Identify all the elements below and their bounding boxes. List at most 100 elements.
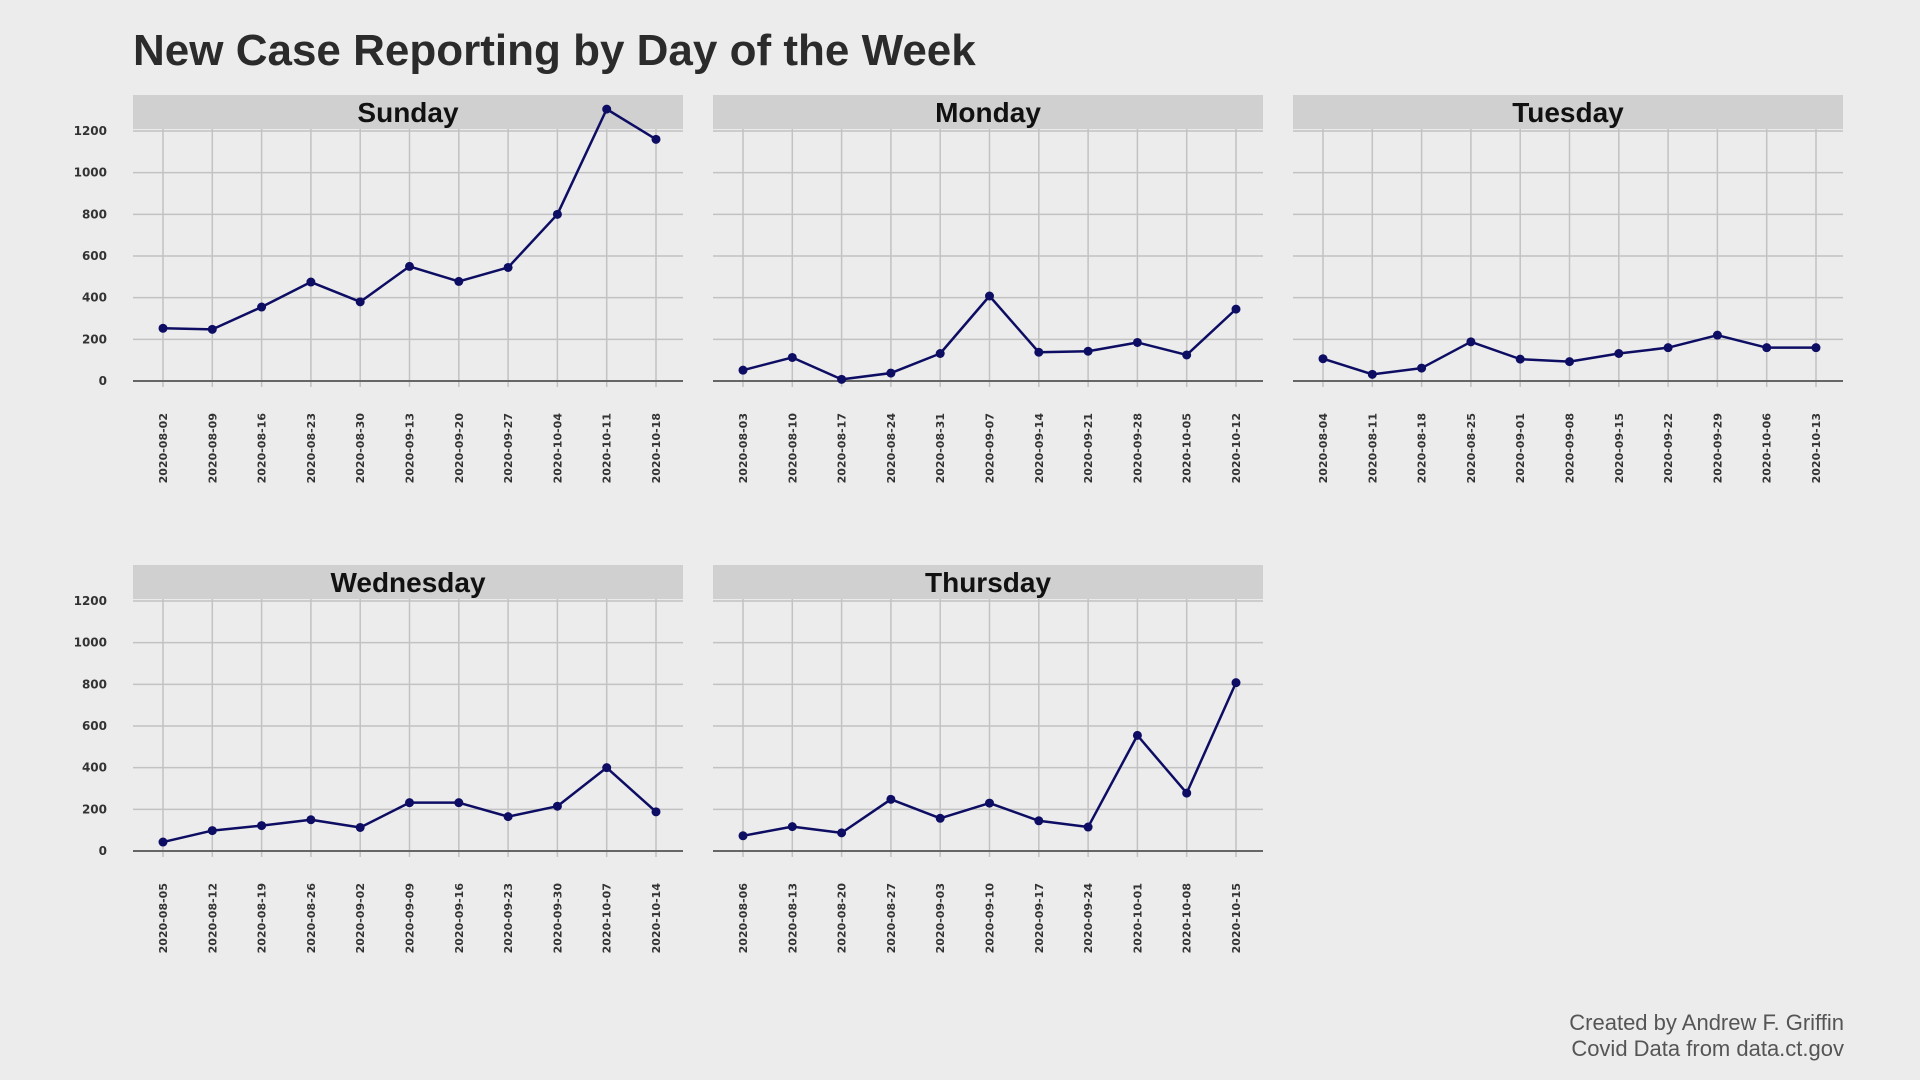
y-tick-label: 1200 — [74, 124, 107, 138]
strip-label-monday: Monday — [935, 97, 1041, 128]
x-tick-label: 2020-08-06 — [737, 883, 750, 954]
data-point — [1083, 346, 1093, 356]
strip-label-tuesday: Tuesday — [1512, 97, 1624, 128]
x-tick-label: 2020-09-29 — [1711, 413, 1724, 483]
data-point — [1182, 350, 1192, 360]
y-tick-label: 200 — [82, 332, 107, 346]
x-tick-label: 2020-09-07 — [984, 413, 997, 483]
page-title: New Case Reporting by Day of the Week — [133, 26, 976, 75]
data-point — [1034, 816, 1044, 826]
data-point — [837, 828, 847, 838]
data-point — [1515, 354, 1525, 364]
x-tick-label: 2020-10-14 — [650, 883, 663, 954]
data-point — [306, 277, 316, 287]
x-tick-label: 2020-10-08 — [1181, 883, 1194, 953]
y-tick-label: 600 — [82, 719, 107, 733]
x-tick-label: 2020-09-22 — [1662, 413, 1675, 483]
x-tick-label: 2020-08-19 — [256, 883, 269, 953]
x-tick-label: 2020-08-05 — [157, 883, 170, 953]
x-tick-label: 2020-08-30 — [354, 413, 367, 484]
x-tick-label: 2020-08-10 — [786, 413, 799, 484]
data-point — [257, 302, 267, 312]
x-tick-label: 2020-09-21 — [1082, 413, 1095, 483]
x-tick-label: 2020-08-03 — [737, 413, 750, 483]
data-point — [1231, 304, 1241, 314]
strip-label-thursday: Thursday — [925, 567, 1051, 598]
data-point — [1083, 822, 1093, 832]
x-tick-label: 2020-10-05 — [1181, 413, 1194, 483]
data-point — [985, 291, 994, 301]
x-tick-label: 2020-08-02 — [157, 413, 170, 483]
x-tick-label: 2020-09-23 — [502, 883, 515, 953]
x-tick-label: 2020-09-08 — [1564, 413, 1577, 483]
x-tick-label: 2020-10-04 — [551, 413, 564, 484]
caption: Created by Andrew F. Griffin Covid Data … — [1569, 1010, 1844, 1062]
data-point — [552, 209, 562, 219]
data-point — [787, 352, 797, 362]
data-point — [886, 794, 896, 804]
x-tick-label: 2020-08-04 — [1317, 413, 1330, 484]
data-point — [1663, 343, 1673, 353]
data-point — [1565, 357, 1574, 367]
data-point — [651, 134, 661, 144]
data-point — [158, 837, 168, 847]
x-tick-label: 2020-10-15 — [1230, 883, 1243, 953]
data-point — [257, 821, 267, 831]
x-tick-label: 2020-09-20 — [453, 413, 466, 484]
strip-label-sunday: Sunday — [357, 97, 459, 128]
x-tick-label: 2020-08-12 — [206, 883, 219, 953]
strip-label-wednesday: Wednesday — [330, 567, 486, 598]
data-point — [738, 831, 748, 841]
data-point — [1712, 330, 1722, 340]
x-tick-label: 2020-08-27 — [885, 883, 898, 953]
y-tick-label: 0 — [99, 844, 107, 858]
x-tick-label: 2020-10-18 — [650, 413, 663, 483]
y-tick-label: 600 — [82, 249, 107, 263]
caption-source: Covid Data from data.ct.gov — [1571, 1036, 1844, 1061]
y-tick-label: 800 — [82, 207, 107, 221]
x-tick-label: 2020-08-16 — [256, 413, 269, 484]
data-point — [787, 822, 797, 832]
x-tick-label: 2020-08-18 — [1416, 413, 1429, 483]
strip-wednesday — [133, 565, 683, 599]
x-tick-label: 2020-09-28 — [1131, 413, 1144, 483]
x-tick-label: 2020-09-14 — [1033, 413, 1046, 484]
x-tick-label: 2020-08-24 — [885, 413, 898, 484]
x-tick-label: 2020-08-20 — [836, 883, 849, 954]
data-point — [935, 813, 945, 823]
x-tick-label: 2020-09-02 — [354, 883, 367, 953]
data-point — [405, 261, 414, 271]
data-point — [1231, 678, 1241, 688]
x-tick-label: 2020-08-25 — [1465, 413, 1478, 483]
strip-monday — [713, 95, 1263, 129]
x-tick-label: 2020-08-23 — [305, 413, 318, 483]
data-point — [552, 801, 562, 811]
data-point — [985, 798, 994, 808]
data-point — [837, 374, 847, 384]
data-point — [1132, 337, 1142, 347]
data-point — [1318, 354, 1328, 364]
data-point — [738, 365, 748, 375]
data-point — [207, 826, 217, 836]
data-point — [935, 349, 945, 358]
data-point — [1034, 347, 1044, 357]
data-point — [454, 798, 464, 808]
x-tick-label: 2020-09-16 — [453, 883, 466, 954]
data-point — [602, 763, 612, 773]
x-tick-label: 2020-08-09 — [206, 413, 219, 483]
x-tick-label: 2020-09-09 — [404, 883, 417, 953]
data-point — [306, 815, 316, 825]
y-tick-label: 1000 — [74, 636, 107, 650]
x-tick-label: 2020-09-27 — [502, 413, 515, 483]
caption-author: Created by Andrew F. Griffin — [1569, 1010, 1844, 1035]
x-tick-label: 2020-09-30 — [551, 883, 564, 954]
y-tick-label: 0 — [99, 374, 107, 388]
strip-sunday — [133, 95, 683, 129]
y-tick-label: 400 — [82, 291, 107, 305]
x-tick-label: 2020-09-10 — [984, 883, 997, 954]
data-point — [207, 324, 217, 334]
x-tick-label: 2020-09-17 — [1033, 883, 1046, 953]
data-point — [503, 262, 513, 272]
x-tick-label: 2020-09-15 — [1613, 413, 1626, 483]
data-point — [355, 822, 365, 832]
